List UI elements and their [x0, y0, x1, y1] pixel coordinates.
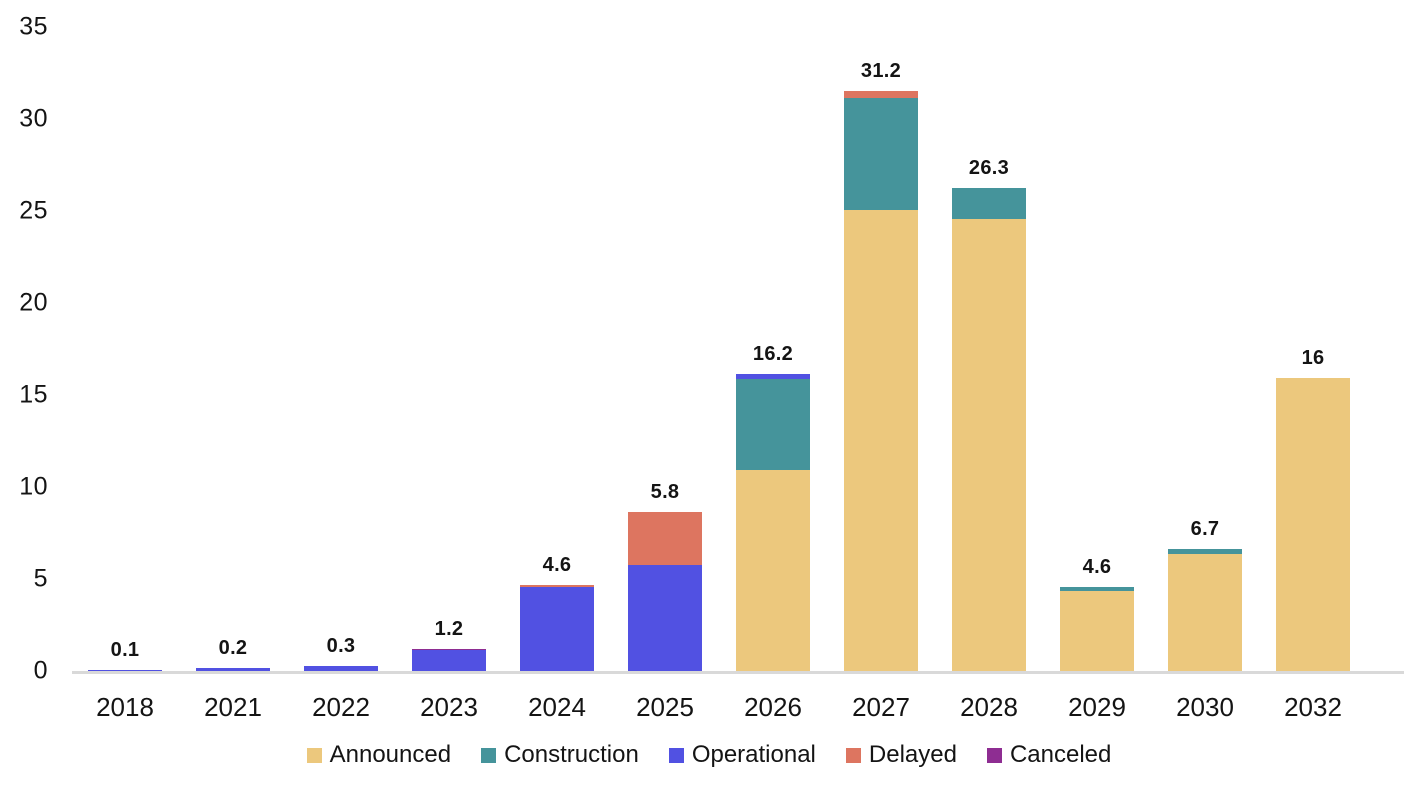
x-tick-label: 2032: [1284, 692, 1342, 722]
bar-value-label: 4.6: [542, 553, 572, 576]
x-tick-label: 2022: [312, 692, 370, 722]
legend-item-construction: Construction: [481, 741, 639, 769]
bar-value-label: 31.2: [860, 60, 902, 83]
bar-2026-segment-construction: [736, 379, 810, 470]
legend-item-operational: Operational: [668, 741, 816, 769]
x-tick-label: 2018: [96, 692, 154, 722]
bar-value-label: 0.2: [218, 637, 248, 660]
bar-2025-segment-operational: [628, 565, 702, 672]
bar-value-label: 5.8: [650, 480, 680, 503]
y-tick-label: 30: [19, 104, 48, 133]
bar-value-label: 4.6: [1082, 556, 1112, 579]
y-tick-label: 0: [33, 656, 48, 685]
bar-2027-segment-announced: [844, 210, 918, 672]
bar-2029-segment-construction: [1060, 587, 1134, 592]
x-tick-label: 2030: [1176, 692, 1234, 722]
bar-2028-segment-construction: [952, 188, 1026, 220]
bar-value-label: 16: [1301, 346, 1325, 369]
bar-value-label: 0.1: [110, 639, 140, 662]
bar-2024-segment-delayed: [520, 584, 594, 588]
legend-item-delayed: Delayed: [845, 741, 957, 769]
x-tick-label: 2028: [960, 692, 1018, 722]
bar-2021-segment-operational: [196, 668, 270, 672]
bar-2027-segment-construction: [844, 97, 918, 211]
bar-2030-segment-announced: [1168, 554, 1242, 672]
legend-swatch-icon: [668, 747, 684, 763]
legend-item-canceled: Canceled: [986, 741, 1112, 769]
bar-value-label: 1.2: [434, 618, 464, 640]
bar-2028-segment-announced: [952, 219, 1026, 672]
x-tick-label: 2027: [852, 692, 910, 722]
bar-2025-segment-delayed: [628, 511, 702, 566]
legend-swatch-icon: [845, 747, 861, 763]
legend-label: Delayed: [868, 741, 957, 768]
bar-2022-segment-operational: [304, 666, 378, 672]
x-tick-label: 2024: [528, 692, 586, 722]
bar-2026-segment-announced: [736, 469, 810, 672]
legend: Announced Construction Operational Delayed C…: [0, 741, 1418, 769]
legend-item-announced: Announced: [306, 741, 452, 769]
legend-label: Operational: [691, 741, 816, 768]
x-tick-label: 2021: [204, 692, 262, 722]
bar-value-label: 26.3: [968, 157, 1010, 180]
bar-2024-segment-operational: [520, 587, 594, 672]
x-tick-label: 2029: [1068, 692, 1126, 722]
y-tick-label: 10: [19, 472, 48, 501]
legend-swatch-icon: [306, 747, 322, 763]
bar-value-label: 0.3: [326, 635, 356, 658]
bar-2032-segment-announced: [1276, 377, 1350, 672]
y-tick-label: 20: [19, 288, 48, 317]
legend-label: Construction: [504, 741, 639, 768]
bar-2030-segment-construction: [1168, 548, 1242, 555]
x-tick-label: 2023: [420, 692, 478, 722]
y-tick-label: 15: [19, 380, 48, 409]
bar-2023-segment-canceled: [412, 649, 486, 650]
x-tick-label: 2026: [744, 692, 802, 722]
legend-label: Canceled: [1009, 741, 1112, 768]
bar-2027-segment-delayed: [844, 91, 918, 98]
legend-label: Announced: [329, 741, 452, 768]
bar-2029-segment-announced: [1060, 591, 1134, 672]
y-tick-label: 35: [19, 12, 48, 41]
legend-swatch-icon: [986, 747, 1002, 763]
x-axis-line: [72, 671, 1404, 674]
bar-2026-segment-operational: [736, 373, 810, 380]
x-tick-label: 2025: [636, 692, 694, 722]
legend-swatch-icon: [481, 747, 497, 763]
bar-2023-segment-operational: [412, 649, 486, 672]
y-tick-label: 5: [33, 564, 48, 593]
y-tick-label: 25: [19, 196, 48, 225]
bar-value-label: 16.2: [752, 342, 794, 365]
bar-value-label: 6.7: [1190, 517, 1220, 540]
